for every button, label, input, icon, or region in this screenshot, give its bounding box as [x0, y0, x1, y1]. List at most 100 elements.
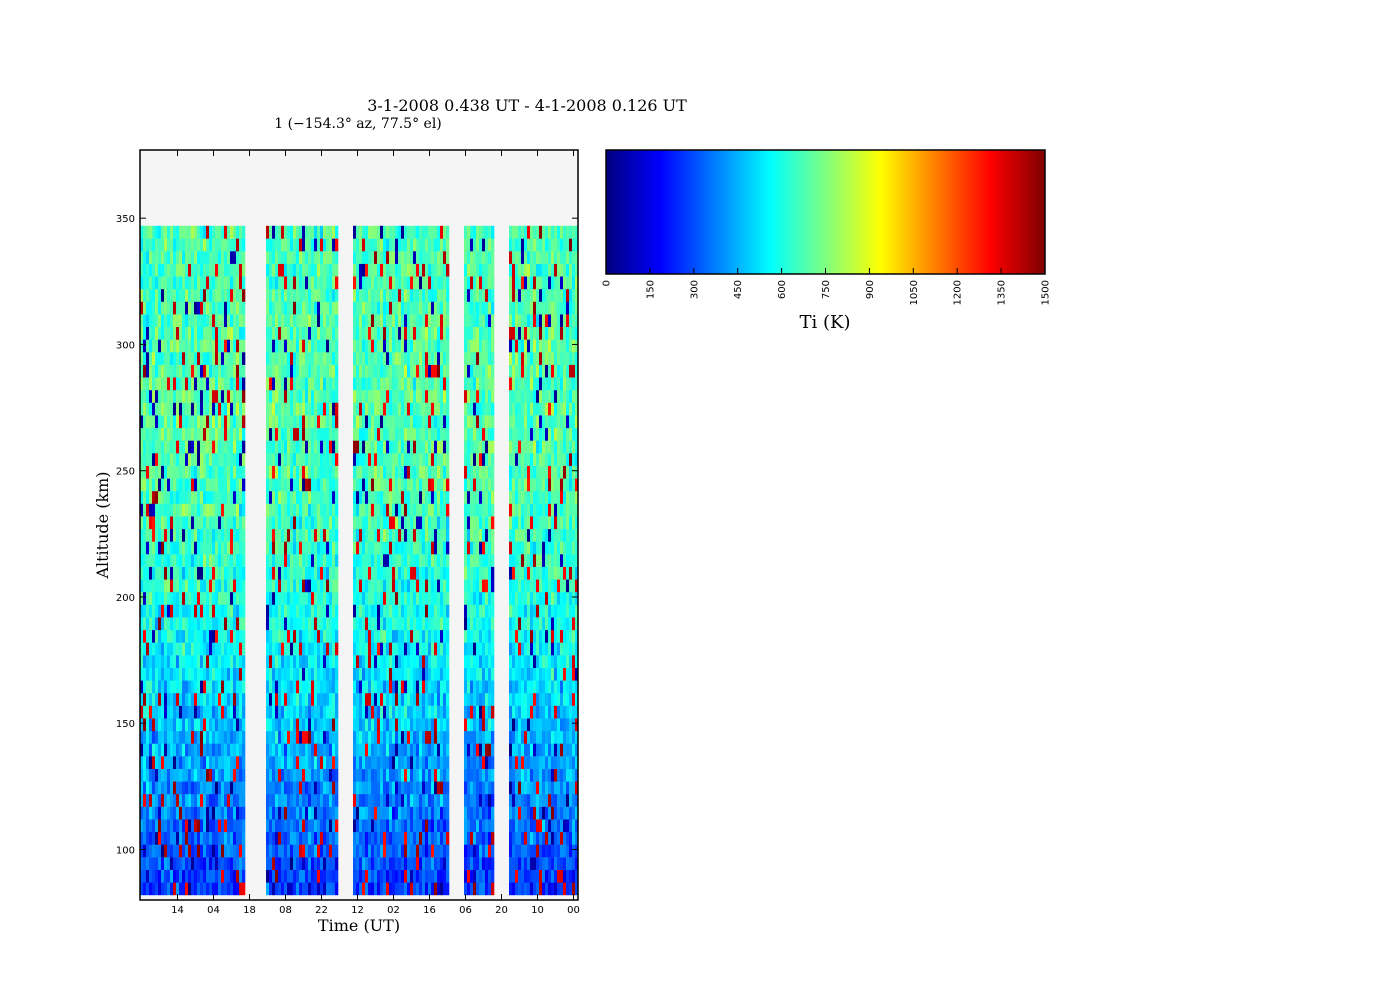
heatmap-cell — [182, 730, 186, 744]
heatmap-cell — [281, 301, 285, 315]
heatmap-cell — [353, 516, 357, 530]
heatmap-cell — [422, 617, 426, 631]
heatmap-cell — [218, 579, 222, 593]
heatmap-cell — [185, 743, 189, 757]
heatmap-cell — [416, 806, 420, 820]
heatmap-cell — [206, 251, 210, 264]
heatmap-cell — [209, 352, 213, 365]
heatmap-cell — [188, 629, 192, 643]
heatmap-cell — [212, 276, 216, 290]
heatmap-cell — [395, 629, 399, 643]
heatmap-cell — [242, 263, 246, 277]
heatmap-cell — [434, 440, 438, 454]
heatmap-cell — [335, 554, 339, 567]
heatmap-cell — [152, 276, 156, 290]
heatmap-cell — [470, 288, 474, 302]
heatmap-cell — [200, 326, 204, 340]
heatmap-cell — [173, 301, 177, 315]
heatmap-cell — [239, 554, 243, 567]
heatmap-cell — [332, 541, 336, 555]
heatmap-cell — [359, 655, 363, 668]
heatmap-cell — [194, 857, 198, 870]
heatmap-cell — [173, 705, 177, 719]
heatmap-cell — [329, 503, 333, 517]
heatmap-cell — [317, 617, 321, 631]
heatmap-cell — [221, 617, 225, 631]
heatmap-cell — [200, 516, 204, 530]
heatmap-cell — [203, 629, 207, 643]
heatmap-cell — [212, 566, 216, 580]
heatmap-cell — [311, 705, 315, 719]
heatmap-cell — [188, 453, 192, 466]
heatmap-cell — [179, 490, 183, 504]
heatmap-cell — [167, 831, 171, 845]
heatmap-cell — [215, 427, 219, 441]
heatmap-cell — [272, 465, 276, 479]
heatmap-cell — [143, 554, 147, 567]
heatmap-cell — [320, 225, 324, 239]
heatmap-cell — [278, 389, 282, 403]
heatmap-cell — [287, 692, 291, 706]
heatmap-cell — [287, 642, 291, 656]
heatmap-cell — [266, 339, 270, 353]
heatmap-cell — [230, 453, 234, 466]
heatmap-cell — [266, 718, 270, 732]
heatmap-cell — [365, 364, 369, 378]
heatmap-cell — [239, 579, 243, 593]
heatmap-cell — [407, 781, 411, 795]
heatmap-cell — [395, 869, 399, 883]
heatmap-cell — [422, 541, 426, 555]
heatmap-cell — [293, 692, 297, 706]
heatmap-cell — [359, 718, 363, 732]
heatmap-cell — [164, 617, 168, 631]
heatmap-cell — [149, 377, 153, 391]
heatmap-cell — [167, 490, 171, 504]
heatmap-cell — [284, 629, 288, 643]
heatmap-cell — [356, 453, 360, 466]
heatmap-cell — [209, 591, 213, 605]
heatmap-cell — [272, 516, 276, 530]
heatmap-cell — [185, 364, 189, 378]
heatmap-cell — [197, 617, 201, 631]
heatmap-cell — [386, 831, 390, 845]
heatmap-cell — [320, 869, 324, 883]
heatmap-cell — [203, 389, 207, 403]
heatmap-cell — [176, 768, 180, 782]
heatmap-cell — [302, 831, 306, 845]
heatmap-cell — [434, 528, 438, 542]
heatmap-cell — [374, 516, 378, 530]
heatmap-cell — [146, 756, 150, 769]
heatmap-cell — [152, 869, 156, 883]
heatmap-cell — [170, 667, 174, 681]
heatmap-cell — [443, 869, 447, 883]
heatmap-cell — [155, 667, 159, 681]
heatmap-cell — [398, 806, 402, 820]
heatmap-cell — [389, 655, 393, 668]
heatmap-cell — [413, 389, 417, 403]
heatmap-cell — [200, 655, 204, 668]
heatmap-cell — [368, 692, 372, 706]
heatmap-cell — [290, 857, 294, 870]
heatmap-cell — [314, 225, 318, 239]
heatmap-cell — [221, 857, 225, 870]
heatmap-cell — [269, 844, 273, 858]
heatmap-cell — [266, 352, 270, 365]
heatmap-cell — [431, 882, 435, 896]
heatmap-cell — [464, 844, 468, 858]
heatmap-cell — [146, 554, 150, 567]
heatmap-cell — [374, 743, 378, 757]
heatmap-cell — [359, 288, 363, 302]
heatmap-cell — [434, 692, 438, 706]
heatmap-cell — [380, 427, 384, 441]
heatmap-cell — [239, 566, 243, 580]
heatmap-cell — [287, 389, 291, 403]
heatmap-cell — [383, 516, 387, 530]
heatmap-cell — [242, 629, 246, 643]
heatmap-cell — [356, 263, 360, 277]
heatmap-cell — [278, 667, 282, 681]
heatmap-cell — [173, 440, 177, 454]
heatmap-cell — [326, 629, 330, 643]
heatmap-cell — [422, 680, 426, 694]
heatmap-cell — [212, 440, 216, 454]
heatmap-cell — [158, 528, 162, 542]
